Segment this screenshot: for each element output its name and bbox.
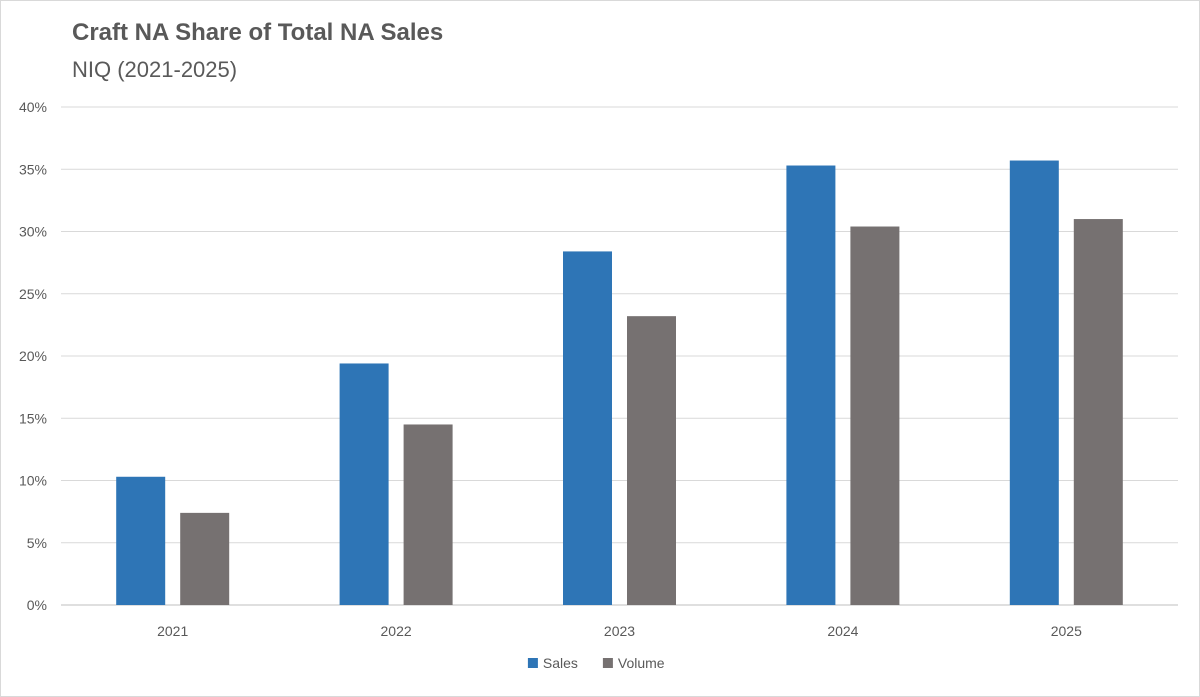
y-tick-label: 15% [19, 410, 47, 426]
chart-subtitle: NIQ (2021-2025) [72, 57, 238, 82]
legend-swatch-volume [602, 658, 613, 668]
chart-title: Craft NA Share of Total NA Sales [72, 19, 444, 46]
y-tick-label: 25% [19, 286, 47, 302]
legend-label-sales: Sales [543, 655, 578, 671]
bar-sales-2025 [1009, 160, 1059, 605]
y-tick-label: 35% [19, 161, 47, 177]
bar-sales-2022 [339, 363, 389, 605]
y-tick-label: 20% [19, 348, 47, 364]
x-tick-label: 2022 [381, 623, 412, 639]
grid-lines [61, 106, 1178, 606]
legend-label-volume: Volume [618, 655, 665, 671]
x-tick-label: 2021 [157, 623, 188, 639]
bar-volume-2022 [403, 424, 453, 605]
y-axis: 0% 5% 10% 15% 20% 25% 30% 35% 40% [19, 99, 47, 613]
y-tick-label: 10% [19, 473, 47, 489]
x-tick-label: 2024 [827, 623, 858, 639]
bar-volume-2023 [627, 316, 676, 605]
bar-sales-2024 [786, 165, 836, 605]
y-tick-label: 0% [27, 597, 47, 613]
legend: Sales Volume [527, 655, 665, 671]
bar-sales-2023 [563, 251, 612, 606]
x-tick-label: 2023 [604, 623, 635, 639]
y-tick-label: 40% [19, 99, 47, 115]
y-tick-label: 5% [27, 535, 47, 551]
legend-swatch-sales [527, 658, 538, 668]
bar-sales-2021 [116, 476, 166, 605]
x-axis: 2021 2022 2023 2024 2025 [157, 623, 1082, 639]
bars [116, 160, 1123, 606]
bar-volume-2021 [180, 512, 230, 605]
bar-volume-2024 [850, 226, 900, 605]
bar-volume-2025 [1073, 219, 1123, 606]
x-tick-label: 2025 [1051, 623, 1082, 639]
y-tick-label: 30% [19, 224, 47, 240]
